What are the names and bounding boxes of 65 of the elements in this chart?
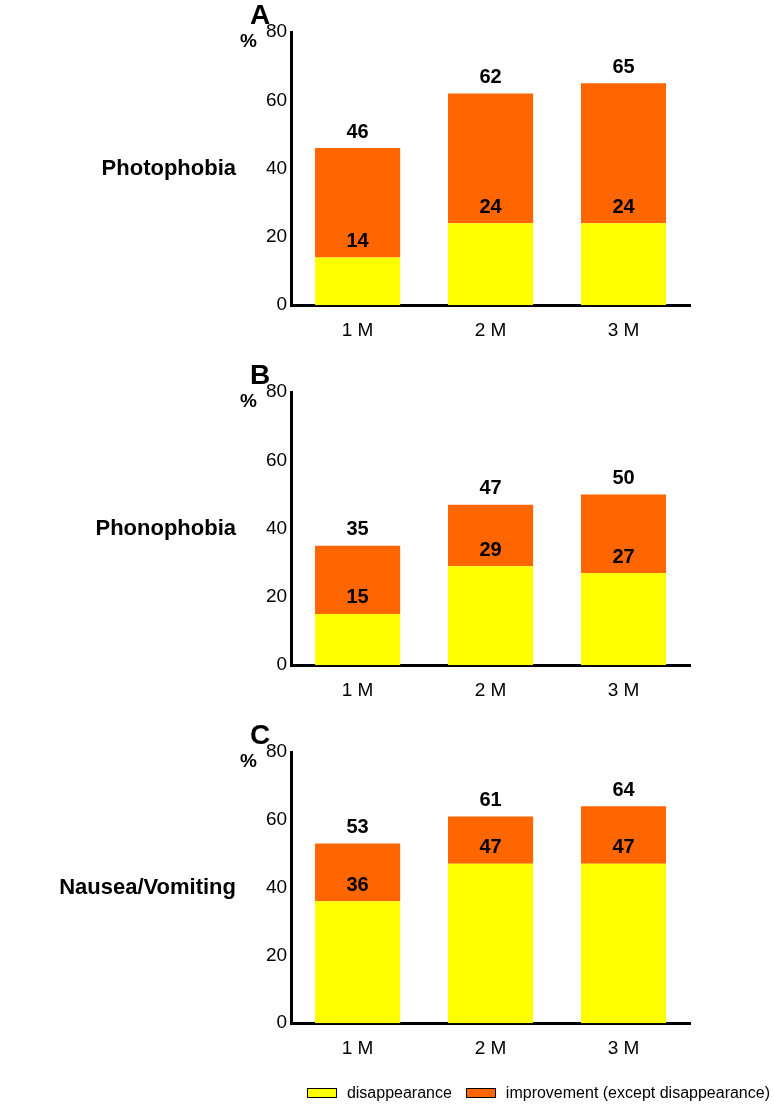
y-tick-label: 20 — [265, 585, 288, 607]
y-axis-title: % — [240, 390, 257, 412]
y-tick-label: 0 — [276, 293, 288, 315]
text: Photophobia — [100, 154, 236, 181]
legend-label: disappearance — [346, 1084, 452, 1102]
y-tick-label: 40 — [265, 516, 288, 538]
bar — [315, 901, 401, 1024]
y-tick-label: 20 — [265, 943, 288, 965]
y-tick-label: 0 — [276, 1011, 288, 1033]
x-tick-label: 3 M — [607, 678, 640, 700]
total-label: 47 — [479, 476, 502, 499]
y-tick-label: 40 — [265, 875, 288, 897]
bar — [448, 863, 534, 1024]
y-tick-label: 0 — [276, 653, 288, 675]
data-label: 24 — [612, 194, 636, 217]
data-label: 47 — [479, 835, 502, 858]
total-label: 46 — [346, 119, 369, 142]
bar — [315, 257, 401, 306]
total-label: 65 — [612, 54, 635, 77]
y-tick-label: 60 — [265, 88, 288, 110]
data-label: 29 — [479, 537, 502, 560]
data-label: 27 — [612, 544, 635, 567]
bar — [315, 545, 401, 614]
x-tick-label: 1 M — [341, 1036, 374, 1058]
bar — [448, 223, 534, 306]
y-tick-label: 60 — [265, 808, 288, 830]
data-label: 15 — [346, 585, 369, 608]
total-label: 50 — [612, 465, 635, 488]
bar — [315, 613, 401, 666]
data-label: 24 — [479, 194, 503, 217]
bar — [448, 504, 534, 567]
x-tick-label: 3 M — [607, 1036, 640, 1058]
x-tick-label: 1 M — [341, 678, 374, 700]
text: Nausea/Vomiting — [58, 873, 236, 900]
y-axis-title: % — [240, 750, 257, 772]
total-label: 53 — [346, 815, 369, 838]
bar — [315, 148, 401, 258]
data-label: 14 — [346, 228, 370, 251]
y-tick-label: 60 — [265, 448, 288, 470]
x-tick-label: 2 M — [474, 1036, 507, 1058]
bar — [580, 83, 667, 224]
bar — [448, 816, 534, 864]
bar — [448, 93, 534, 224]
legend-label: improvement (except disappearance) — [505, 1084, 770, 1102]
total-label: 61 — [479, 787, 502, 810]
total-label: 62 — [479, 64, 502, 87]
x-tick-label: 2 M — [474, 678, 507, 700]
x-tick-label: 3 M — [607, 318, 640, 340]
bar — [580, 806, 667, 864]
data-label: 47 — [612, 835, 635, 858]
text: Phonophobia — [94, 514, 236, 541]
bar — [580, 494, 667, 573]
bar — [580, 573, 667, 666]
x-tick-label: 2 M — [474, 318, 507, 340]
x-tick-label: 1 M — [341, 318, 374, 340]
total-label: 64 — [612, 777, 636, 800]
bar — [580, 223, 667, 306]
data-label: 36 — [346, 872, 369, 895]
total-label: 35 — [346, 517, 369, 540]
bar — [580, 863, 667, 1024]
y-tick-label: 20 — [265, 225, 288, 247]
bar — [315, 843, 401, 902]
bar — [448, 566, 534, 666]
y-tick-label: 40 — [265, 156, 288, 178]
y-axis-title: % — [240, 30, 257, 52]
